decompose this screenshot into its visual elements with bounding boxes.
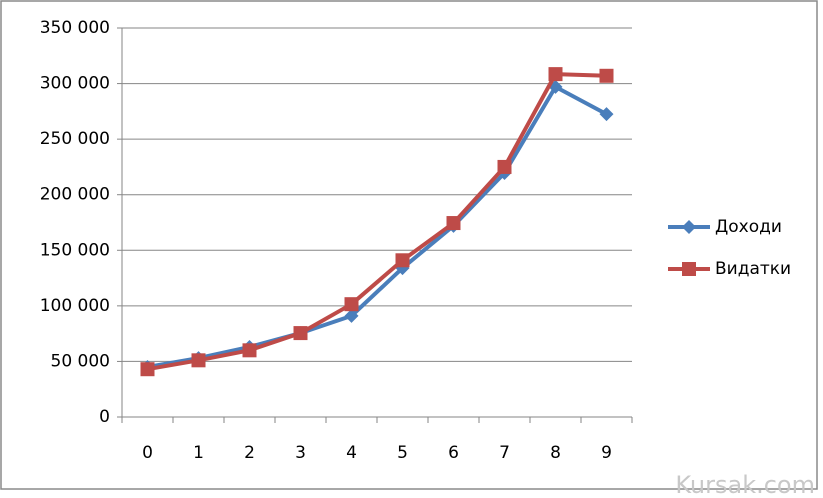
x-tick-label: 7 xyxy=(499,443,510,463)
watermark: Kursak.com xyxy=(675,471,815,498)
marker xyxy=(140,362,155,377)
marker xyxy=(497,159,512,174)
marker xyxy=(599,68,614,83)
y-tick-label: 150 000 xyxy=(40,240,110,260)
marker xyxy=(682,262,696,276)
series-line xyxy=(147,84,608,369)
x-tick-label: 3 xyxy=(295,443,306,463)
x-tick-label: 8 xyxy=(550,443,561,463)
y-tick-label: 200 000 xyxy=(40,185,110,205)
y-tick-label: 100 000 xyxy=(40,296,110,316)
x-tick-label: 4 xyxy=(346,443,357,463)
y-tick-label: 350 000 xyxy=(40,18,110,38)
marker xyxy=(682,220,696,234)
marker xyxy=(344,308,359,323)
marker xyxy=(599,107,614,122)
marker xyxy=(446,216,461,231)
legend-label: Видатки xyxy=(715,259,791,279)
chart-frame xyxy=(0,0,818,490)
marker xyxy=(395,253,410,268)
marker xyxy=(548,67,563,82)
legend-label: Доходи xyxy=(715,217,782,237)
marker xyxy=(242,343,257,358)
x-tick-label: 9 xyxy=(601,443,612,463)
marker xyxy=(344,297,359,312)
y-tick-label: 0 xyxy=(99,407,110,427)
marker xyxy=(191,353,206,368)
y-tick-label: 250 000 xyxy=(40,129,110,149)
x-tick-label: 0 xyxy=(142,443,153,463)
x-tick-label: 5 xyxy=(397,443,408,463)
series-line xyxy=(147,72,607,372)
x-tick-label: 1 xyxy=(193,443,204,463)
x-tick-label: 2 xyxy=(244,443,255,463)
y-tick-label: 300 000 xyxy=(40,74,110,94)
y-tick-label: 50 000 xyxy=(51,351,110,371)
x-tick-label: 6 xyxy=(448,443,459,463)
marker xyxy=(293,326,308,341)
